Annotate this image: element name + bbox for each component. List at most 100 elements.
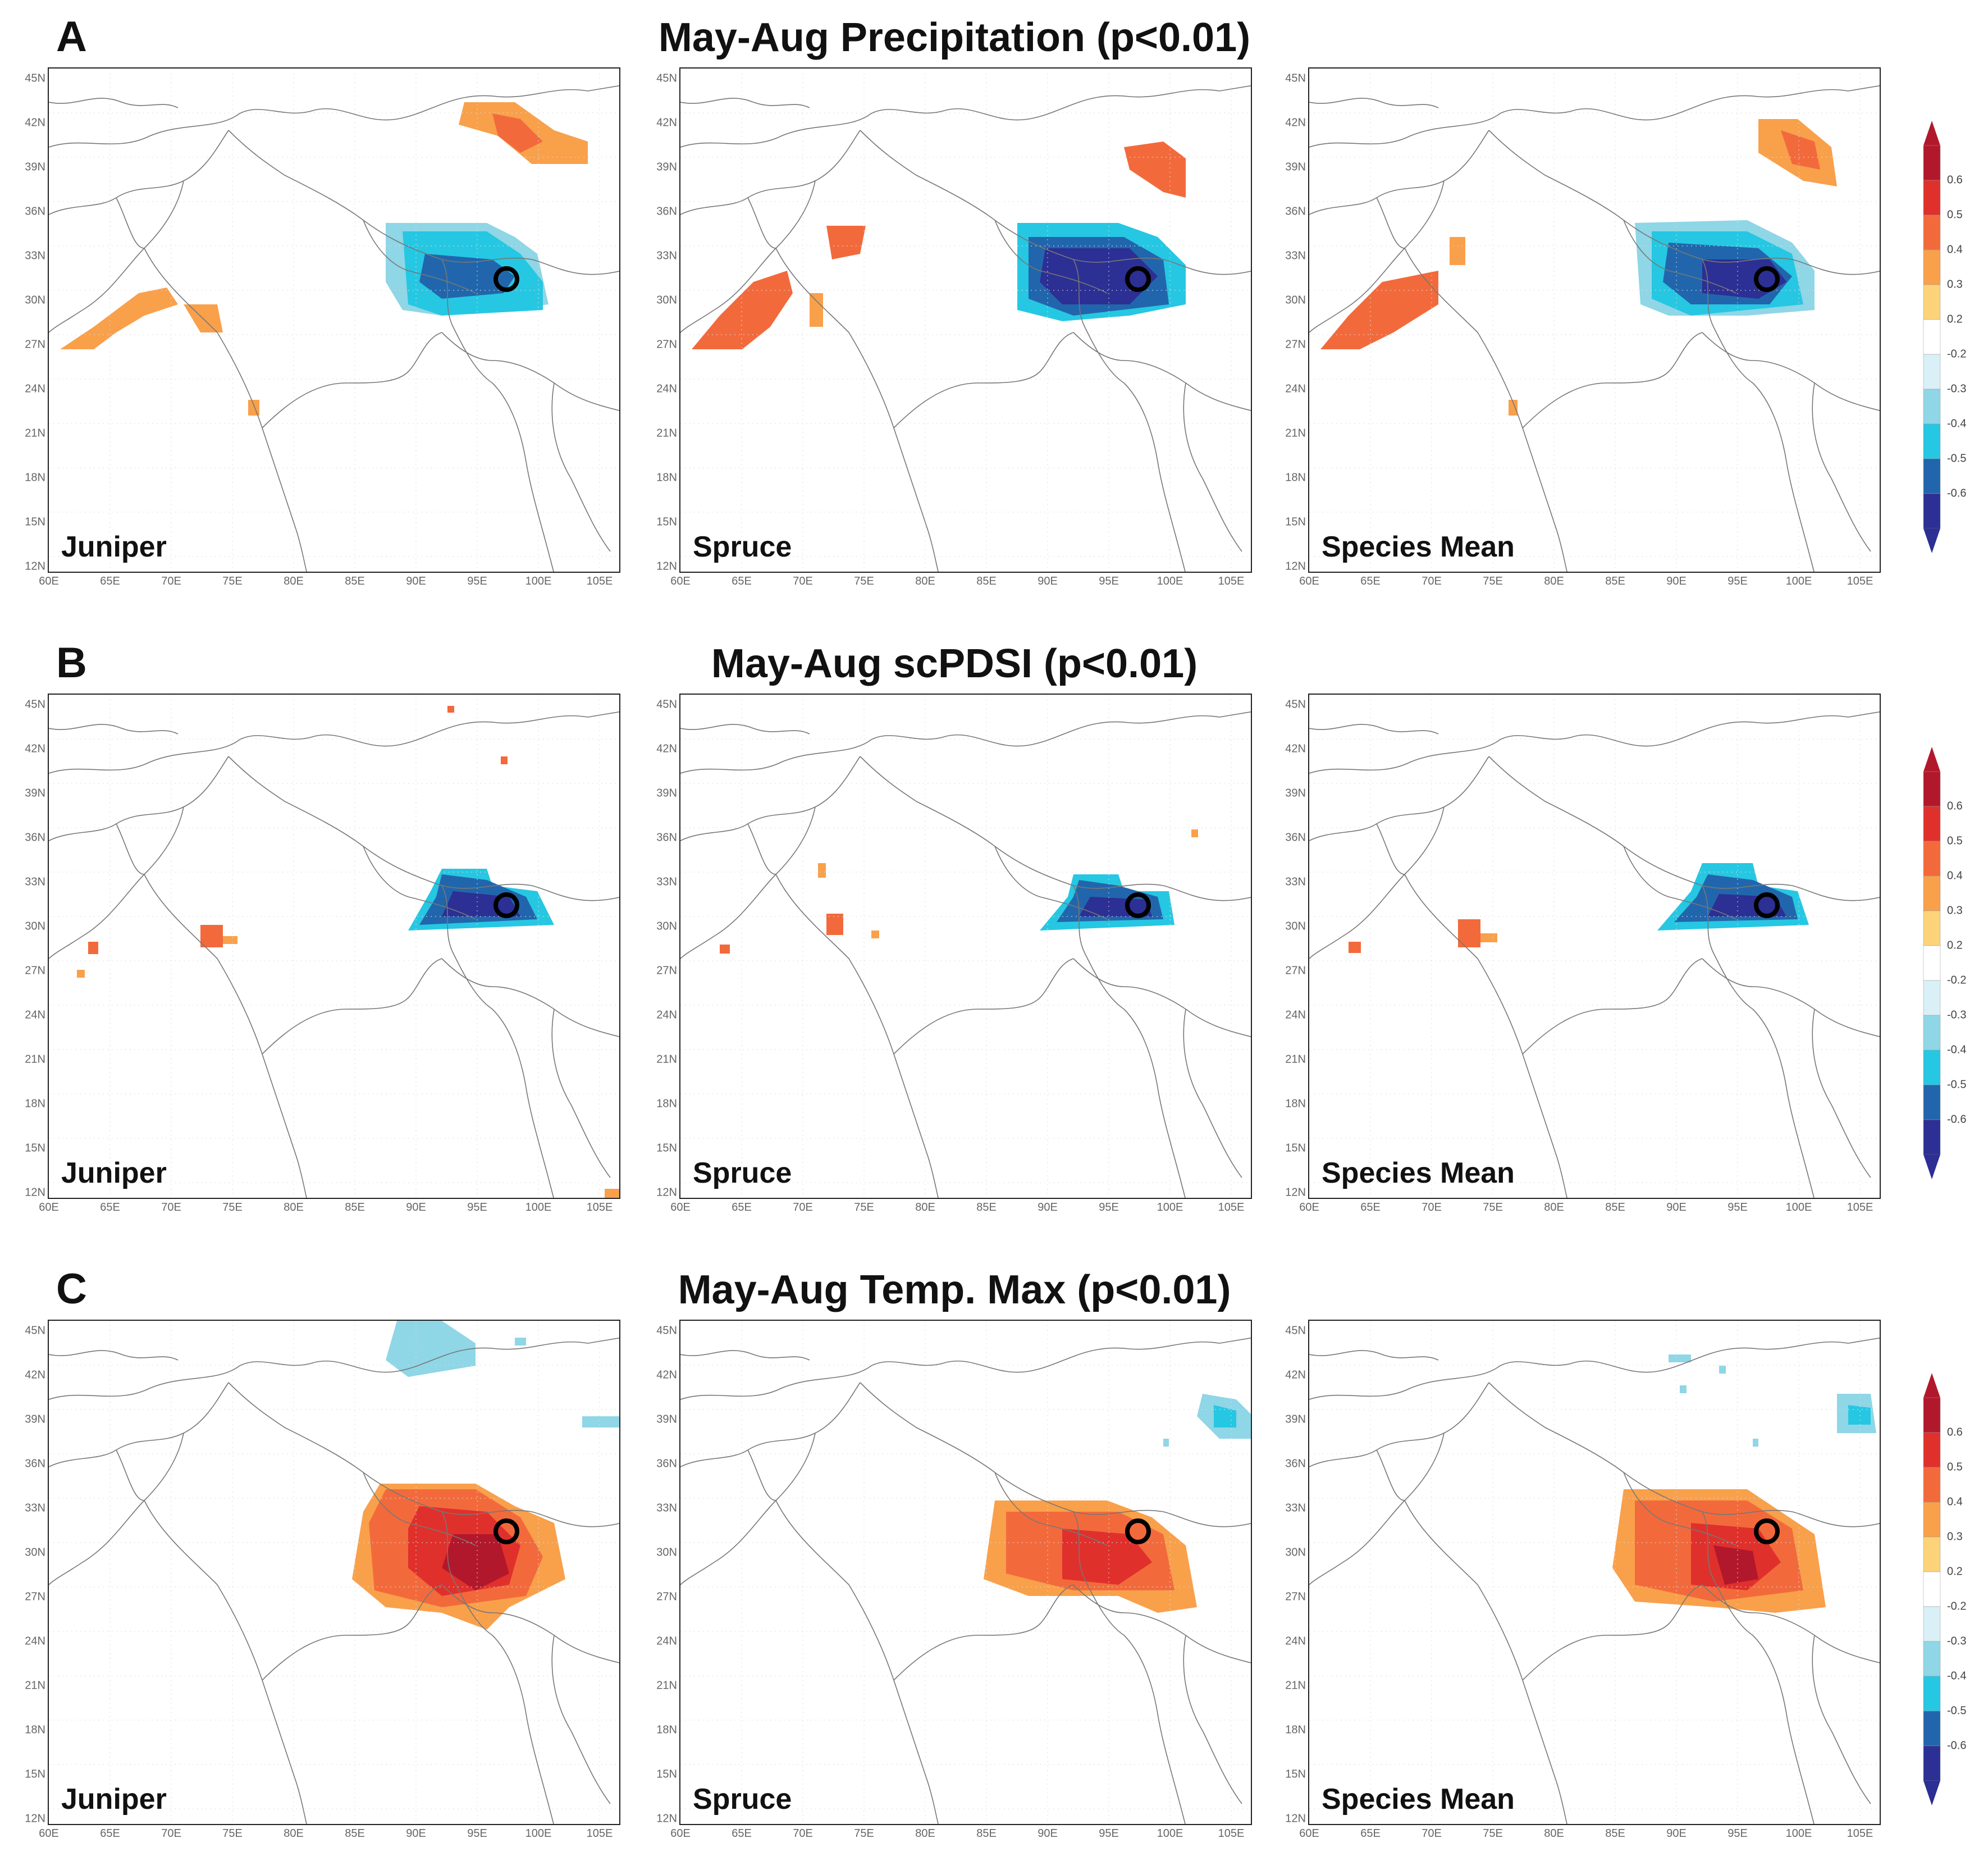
colorbar-tick-label: -0.2 — [1947, 348, 1967, 361]
lon-tick-label: 105E — [1218, 1201, 1245, 1214]
country-border — [680, 756, 861, 841]
lat-tick-label: 33N — [1285, 1502, 1306, 1515]
country-border — [1309, 85, 1880, 148]
country-border — [228, 130, 619, 275]
country-border — [1702, 332, 1880, 411]
lat-tick-label: 12N — [25, 1186, 45, 1199]
map-panel-juniper: Juniper — [48, 67, 620, 573]
lat-tick-label: 36N — [25, 831, 45, 844]
negative-anomaly-patch — [1719, 1366, 1726, 1374]
lon-tick-label: 60E — [39, 1201, 59, 1214]
lat-tick-label: 15N — [656, 1768, 677, 1781]
lat-axis: 45N 42N 39N 36N 33N 30N 27N 24N 21N 18N 15N 12N — [1274, 694, 1308, 1199]
row-title: May-Aug Precipitation (p<0.01) — [658, 15, 1251, 60]
lon-tick-label: 100E — [1157, 1201, 1183, 1214]
colorbar-tick-label: 0.6 — [1947, 174, 1963, 186]
country-border — [1488, 1382, 1880, 1527]
lon-tick-label: 80E — [915, 1201, 935, 1214]
lat-tick-label: 33N — [656, 875, 677, 888]
site-marker — [1754, 892, 1780, 918]
lat-tick-label: 36N — [656, 1457, 677, 1470]
lon-tick-label: 80E — [284, 1827, 304, 1840]
lat-tick-label: 30N — [1285, 294, 1306, 307]
panel-label: Species Mean — [1322, 531, 1515, 563]
country-border — [1183, 382, 1242, 552]
lon-tick-label: 95E — [467, 575, 487, 587]
colorbar-tick-label: -0.6 — [1947, 1113, 1967, 1126]
country-border — [747, 1449, 776, 1501]
country-border — [1309, 756, 1489, 841]
colorbar-max-arrow — [1923, 1373, 1940, 1398]
colorbar-tick-label: 0.6 — [1947, 1426, 1963, 1439]
colorbar-tick-label: -0.5 — [1947, 452, 1967, 465]
map-canvas — [680, 69, 1251, 572]
lat-tick-label: 18N — [656, 1097, 677, 1110]
country-border — [1702, 1511, 1815, 1824]
lon-tick-label: 105E — [586, 1201, 613, 1214]
colorbar-segment — [1923, 354, 1941, 390]
lon-tick-label: 65E — [1360, 1201, 1381, 1214]
country-border — [1183, 1009, 1242, 1178]
map-panel-spruce: Spruce — [679, 1320, 1252, 1825]
colorbar-tick-label: -0.2 — [1947, 974, 1967, 987]
site-marker — [1125, 892, 1151, 918]
country-border — [1309, 1433, 1445, 1585]
positive-anomaly-patch — [1349, 942, 1361, 953]
lat-tick-label: 21N — [1285, 427, 1306, 440]
lon-tick-label: 100E — [1785, 1201, 1812, 1214]
map-panel-spruce: Spruce — [679, 694, 1252, 1199]
colorbar-segment — [1923, 841, 1941, 877]
panel-label: Species Mean — [1322, 1783, 1515, 1816]
colorbar-scale — [1923, 1373, 1941, 1805]
lon-axis: 60E 65E 70E 75E 80E 85E 90E 95E 100E 105E — [670, 575, 1252, 592]
lon-tick-label: 70E — [793, 1201, 813, 1214]
map-panel-juniper: Juniper — [48, 694, 620, 1199]
lat-tick-label: 39N — [1285, 1413, 1306, 1426]
country-border — [1376, 197, 1405, 249]
country-border — [1522, 332, 1703, 428]
site-marker — [1754, 266, 1780, 292]
lat-tick-label: 33N — [656, 249, 677, 262]
panel-label: Spruce — [693, 1157, 792, 1189]
lat-tick-label: 33N — [25, 249, 45, 262]
lon-tick-label: 70E — [793, 575, 813, 587]
colorbar-tick-label: 0.4 — [1947, 1495, 1963, 1508]
colorbar-segment — [1923, 1119, 1941, 1155]
lat-tick-label: 15N — [656, 516, 677, 528]
country-border — [49, 806, 184, 959]
lat-tick-label: 36N — [1285, 1457, 1306, 1470]
lat-tick-label: 18N — [25, 1097, 45, 1110]
lat-tick-label: 27N — [1285, 1590, 1306, 1603]
colorbar-segment — [1923, 980, 1941, 1016]
map-canvas — [49, 695, 619, 1198]
colorbar-segment — [1923, 1606, 1941, 1642]
colorbar-tick-label: -0.5 — [1947, 1078, 1967, 1091]
colorbar-segment — [1923, 806, 1941, 842]
lat-tick-label: 18N — [25, 1723, 45, 1736]
colorbar-segment — [1923, 771, 1941, 807]
country-border — [1404, 1500, 1567, 1824]
country-border — [1812, 382, 1871, 552]
lat-tick-label: 42N — [1285, 1369, 1306, 1381]
colorbar-tick-label: 0.2 — [1947, 1565, 1963, 1578]
country-border — [893, 1584, 1074, 1681]
country-border — [1702, 1584, 1880, 1663]
colorbar-max-arrow — [1923, 121, 1940, 145]
lat-tick-label: 36N — [1285, 205, 1306, 218]
lon-tick-label: 65E — [1360, 575, 1381, 587]
country-border — [680, 98, 810, 108]
country-border — [551, 1635, 611, 1804]
country-border — [1309, 1337, 1880, 1400]
lon-tick-label: 80E — [284, 575, 304, 587]
positive-anomaly-patch — [871, 931, 879, 938]
positive-anomaly-patch — [1480, 933, 1497, 942]
positive-anomaly-patch — [501, 756, 508, 764]
positive-anomaly-patch — [442, 1534, 509, 1590]
lon-tick-label: 85E — [1605, 575, 1625, 587]
country-border — [775, 248, 939, 572]
colorbar: 0.6 0.5 0.4 0.3 0.2 -0.2 -0.3 -0.4 -0.5 -0.6 — [1914, 121, 1988, 553]
country-border — [262, 958, 442, 1055]
map-canvas — [49, 1321, 619, 1824]
lat-tick-label: 15N — [1285, 516, 1306, 528]
country-border — [441, 1511, 554, 1824]
